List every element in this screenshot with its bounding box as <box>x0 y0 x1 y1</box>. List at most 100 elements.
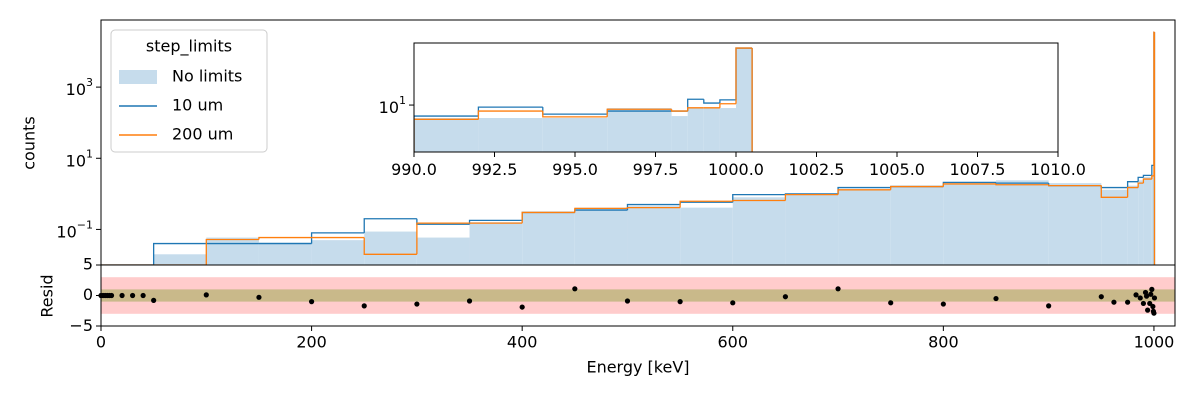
tick-label: 1007.5 <box>950 160 1006 179</box>
histogram-step <box>1151 175 1154 180</box>
histogram-bar <box>785 193 839 265</box>
histogram-bar <box>522 212 575 265</box>
histogram-bar <box>943 182 996 265</box>
histogram-bar <box>258 242 312 265</box>
residual-point <box>151 297 157 303</box>
tick-label-base: 1010.0 <box>1030 160 1086 179</box>
histogram-step <box>363 237 417 255</box>
tick-label-exponent: 1 <box>86 147 93 160</box>
tick-label-base: 10 <box>66 80 86 99</box>
histogram-step <box>152 242 207 265</box>
histogram-bar <box>719 108 736 152</box>
histogram-bar <box>607 108 672 152</box>
residual-point <box>1151 310 1157 316</box>
tick-label: 997.5 <box>633 160 679 179</box>
x-axis-label: Energy [keV] <box>586 358 689 377</box>
residual-point <box>1111 299 1117 305</box>
residual-point <box>1046 303 1052 309</box>
plot-area <box>101 31 1156 265</box>
residual-point <box>256 294 262 300</box>
tick-label: 1002.5 <box>789 160 845 179</box>
histogram-step <box>1137 182 1144 188</box>
histogram-bar <box>311 240 365 265</box>
residual-point <box>572 286 578 292</box>
tick-label: 995.0 <box>552 160 598 179</box>
histogram-step <box>542 111 608 118</box>
histogram-bar <box>1101 189 1128 265</box>
tick-label: 200 <box>296 333 327 352</box>
tick-label: 0 <box>83 285 93 304</box>
histogram-step <box>732 193 786 203</box>
histogram-step <box>1142 178 1152 184</box>
residual-point <box>1148 291 1154 297</box>
tick-label: 400 <box>507 333 538 352</box>
tick-label-base: −5 <box>69 316 93 335</box>
tick-label: 1010.0 <box>1030 160 1086 179</box>
histogram-bar <box>1138 180 1144 265</box>
histogram-step <box>995 182 1049 184</box>
histogram-bar <box>478 118 543 152</box>
histogram-step <box>626 206 681 209</box>
tick-label: 0 <box>96 333 106 352</box>
residual-point <box>308 299 315 305</box>
histogram-step <box>1126 181 1139 188</box>
histogram-bar <box>542 118 608 152</box>
histogram-step <box>574 207 628 213</box>
tick-label-base: 10 <box>379 98 399 117</box>
residual-point <box>1150 303 1156 310</box>
histogram-step <box>205 238 259 265</box>
histogram-step <box>477 110 543 120</box>
histogram-step <box>1048 184 1102 187</box>
histogram-bar <box>414 118 479 152</box>
histogram-step <box>1100 185 1128 198</box>
histogram-step <box>784 193 839 201</box>
histogram-bar <box>680 207 733 265</box>
histogram-step <box>606 108 672 117</box>
histogram-step <box>735 47 753 104</box>
histogram-step <box>732 199 786 202</box>
plot-area <box>414 47 753 152</box>
histogram-step <box>942 183 996 187</box>
histogram-step <box>521 211 575 224</box>
residual-point <box>1145 307 1151 313</box>
histogram-step <box>890 185 944 190</box>
histogram-step <box>1151 164 1154 176</box>
residual-point <box>1143 293 1150 299</box>
tick-label-base: 992.5 <box>472 160 518 179</box>
legend-title: step_limits <box>146 37 232 57</box>
histogram-bar <box>1127 185 1139 265</box>
sigma-band <box>101 289 1175 302</box>
tick-label: 103 <box>66 76 93 99</box>
histogram-bar <box>671 116 688 152</box>
residual-point <box>835 286 841 292</box>
tick-label: 800 <box>928 333 959 352</box>
histogram-step <box>1137 176 1144 182</box>
tick-label-exponent: 1 <box>399 94 406 107</box>
histogram-step <box>416 222 470 255</box>
histogram-step <box>1142 174 1152 178</box>
residual-point <box>782 294 789 300</box>
residual-point <box>361 303 367 309</box>
residual-point <box>140 292 146 299</box>
histogram-bar <box>838 189 891 265</box>
histogram-step <box>837 189 891 195</box>
histogram-step <box>363 218 417 233</box>
tick-label: 1000.0 <box>708 160 764 179</box>
residual-point <box>414 301 420 307</box>
histogram-bar <box>996 180 1049 265</box>
tick-label: 1005.0 <box>869 160 925 179</box>
histogram-step <box>687 107 704 112</box>
tick-label-base: 990.0 <box>391 160 437 179</box>
histogram-bar <box>687 108 704 152</box>
histogram-step <box>719 103 736 108</box>
histogram-step <box>670 109 688 112</box>
histogram-step <box>414 118 479 152</box>
y-axis-label: Resid <box>38 274 57 317</box>
tick-label: 101 <box>66 147 93 170</box>
histogram-bar <box>732 197 786 265</box>
axes-frame <box>413 42 1059 153</box>
histogram-step <box>703 99 720 104</box>
tick-label: 10−1 <box>56 218 93 241</box>
residual-point <box>1133 292 1139 298</box>
